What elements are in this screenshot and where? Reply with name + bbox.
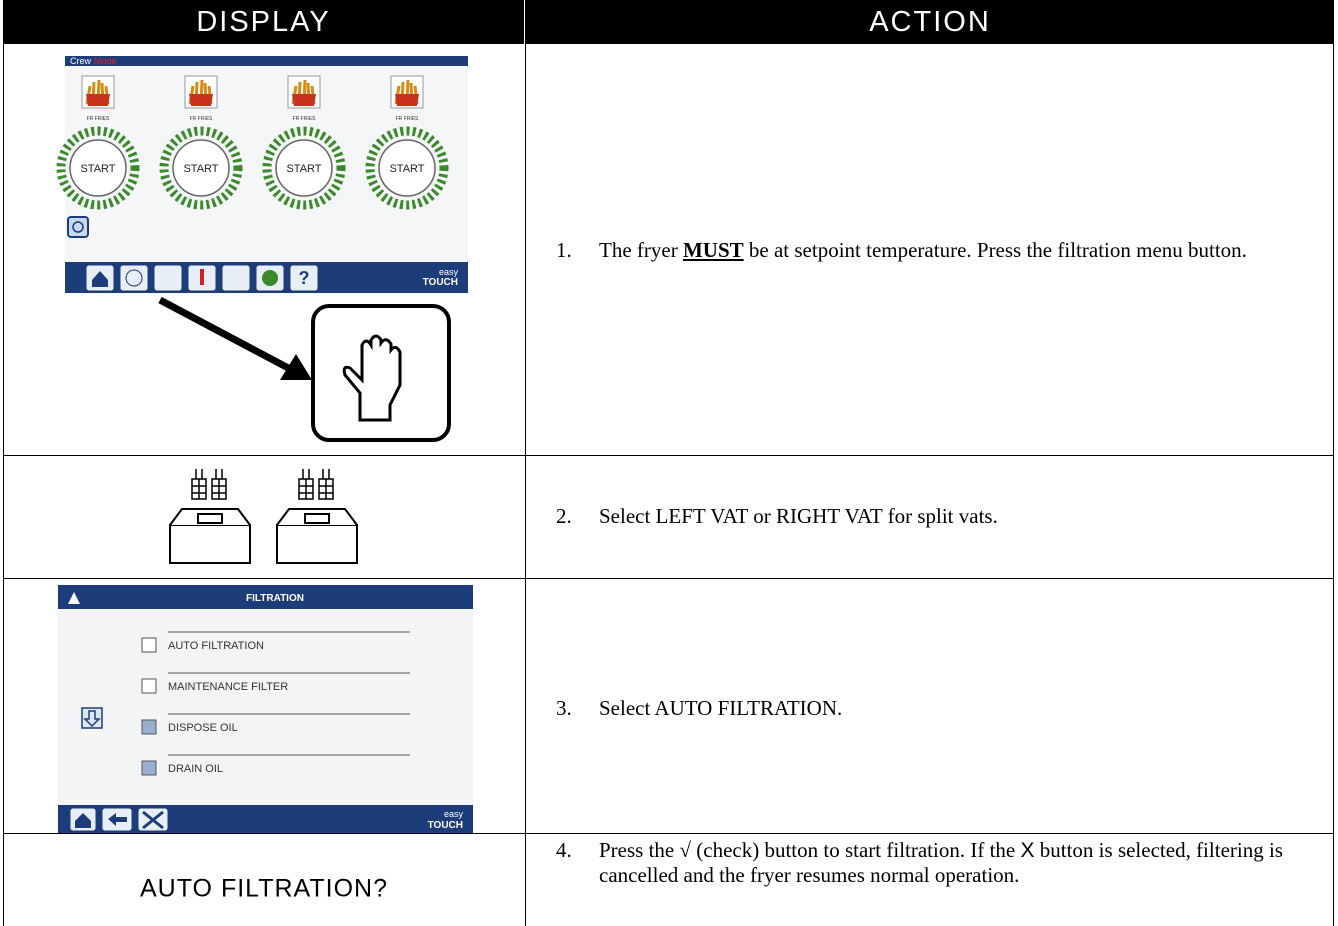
help-icon: ?	[299, 268, 310, 288]
product-label: FR FRIES	[87, 116, 110, 122]
action-text: Press the √ (check) button to start filt…	[599, 838, 1021, 862]
mode-label: Mode	[94, 56, 117, 66]
action-text: Select AUTO FILTRATION.	[599, 696, 843, 720]
checkbox	[141, 760, 157, 776]
step-number: 1.	[556, 238, 572, 262]
display-text: AUTO FILTRATION?	[140, 875, 388, 903]
checkbox	[141, 719, 157, 735]
checkbox	[141, 637, 157, 653]
step-number: 2.	[556, 504, 572, 528]
menu-item: DRAIN OIL	[168, 763, 223, 775]
start-button: START	[286, 163, 321, 175]
product-label: FR FRIES	[396, 116, 419, 122]
step-number: 4.	[556, 838, 572, 862]
action-text: Select LEFT VAT or RIGHT VAT for split v…	[599, 504, 998, 528]
start-button: START	[80, 163, 115, 175]
action-text: be at setpoint temperature. Press the fi…	[743, 238, 1247, 262]
border	[3, 833, 1334, 834]
emphasis: MUST	[682, 238, 744, 262]
start-button: START	[183, 163, 218, 175]
brand: TOUCH	[428, 820, 463, 831]
menu-item: DISPOSE OIL	[168, 722, 238, 734]
border	[3, 0, 4, 926]
product-label: FR FRIES	[190, 116, 213, 122]
product-icon	[183, 74, 219, 110]
product-icon	[389, 74, 425, 110]
menu-item: MAINTENANCE FILTER	[168, 681, 288, 693]
screen-title: FILTRATION	[246, 593, 304, 604]
product-icon	[80, 74, 116, 110]
brand: TOUCH	[423, 277, 458, 288]
checkbox	[141, 678, 157, 694]
menu-item: AUTO FILTRATION	[168, 640, 264, 652]
brand: easy	[439, 267, 459, 277]
action-text: The fryer	[599, 238, 683, 262]
header-action: ACTION	[526, 0, 1334, 44]
border	[1333, 0, 1334, 926]
action-text: button is selected, filtering is cancell…	[599, 838, 1283, 887]
border	[3, 578, 1334, 579]
product-icon	[286, 74, 322, 110]
screen	[58, 585, 473, 833]
border	[525, 0, 526, 926]
border	[3, 455, 1334, 456]
step-number: 3.	[556, 696, 572, 720]
brand: easy	[444, 809, 464, 819]
symbol: X	[1020, 839, 1035, 862]
product-label: FR FRIES	[293, 116, 316, 122]
start-button: START	[389, 163, 424, 175]
mode-label: Crew	[70, 56, 92, 66]
header-display: DISPLAY	[3, 0, 524, 44]
